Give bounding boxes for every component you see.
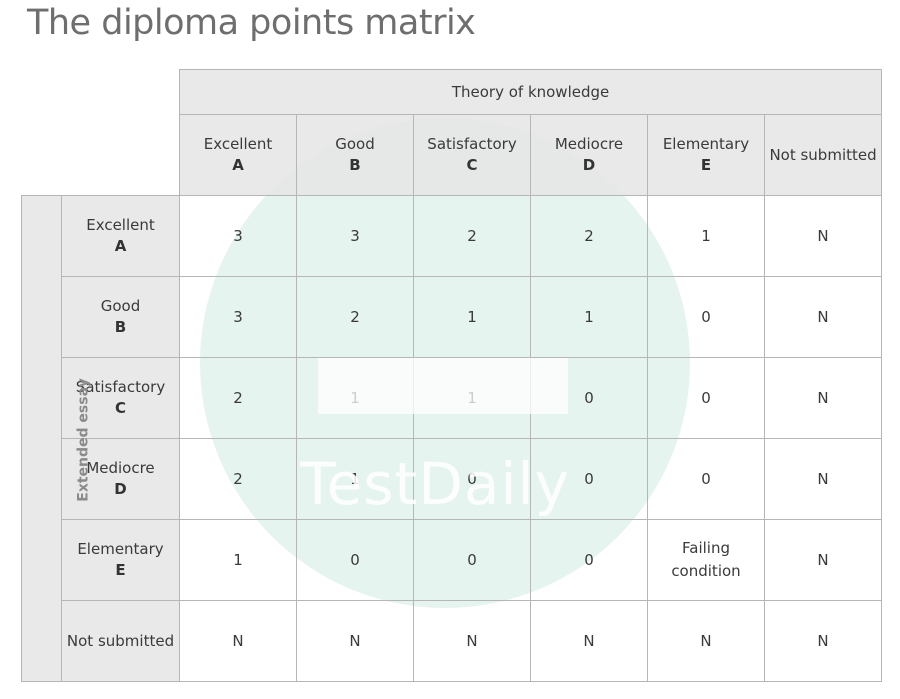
matrix-cell: 0	[530, 357, 648, 439]
col-header-name: Elementary	[662, 135, 750, 153]
ee-side-label: Extended essay	[75, 377, 92, 502]
col-header-name: Not submitted	[769, 145, 877, 164]
col-header-letter: A	[232, 156, 244, 174]
col-header-letter: B	[349, 156, 361, 174]
matrix-cell: N	[763, 600, 883, 682]
matrix-cell: N	[179, 600, 297, 682]
matrix-cell: 0	[647, 438, 765, 520]
col-header-name: Satisfactory	[427, 135, 517, 153]
matrix-cell: N	[763, 276, 883, 358]
matrix-cell: 1	[413, 357, 531, 439]
matrix-cell: 2	[530, 195, 648, 277]
matrix-cell: 2	[179, 438, 297, 520]
ee-side-header: Extended essay	[21, 195, 92, 682]
matrix-cell: N	[647, 600, 765, 682]
matrix-cell: 1	[296, 357, 414, 439]
col-header-2: Good B	[296, 114, 414, 196]
matrix-cell: 0	[296, 519, 414, 601]
col-header-1: Excellent A	[179, 114, 297, 196]
row-header-name: Excellent	[86, 216, 155, 234]
matrix-cell: 1	[179, 519, 297, 601]
matrix-cell: 0	[647, 276, 765, 358]
col-header-letter: C	[466, 156, 478, 174]
row-header-4: Mediocre D	[61, 438, 180, 520]
matrix-cell: 2	[413, 195, 531, 277]
corner-blank-2	[22, 115, 180, 196]
matrix-cell: N	[296, 600, 414, 682]
matrix-cell: 1	[647, 195, 765, 277]
matrix-cell: 3	[296, 195, 414, 277]
points-matrix: Theory of knowledge Excellent A Good B Satis…	[21, 69, 883, 682]
matrix-cell: 0	[647, 357, 765, 439]
col-header-letter: E	[700, 156, 712, 174]
row-header-name: Satisfactory	[75, 378, 166, 396]
row-header-letter: A	[114, 237, 127, 255]
col-header-letter: D	[582, 156, 596, 174]
matrix-cell: N	[413, 600, 531, 682]
col-header-4: Mediocre D	[530, 114, 648, 196]
matrix-cell: 3	[179, 195, 297, 277]
col-header-name: Excellent	[203, 135, 273, 153]
col-header-name: Good	[335, 135, 375, 153]
row-header-name: Mediocre	[86, 459, 155, 477]
corner-blank	[22, 70, 180, 115]
matrix-cell: N	[763, 357, 883, 439]
row-header-name: Elementary	[77, 540, 164, 558]
table-row: Good B 3 2 1 1 0 N	[22, 276, 883, 358]
matrix-cell: 1	[530, 276, 648, 358]
col-header-3: Satisfactory C	[413, 114, 531, 196]
matrix-cell: 3	[179, 276, 297, 358]
row-header-5: Elementary E	[61, 519, 180, 601]
row-header-letter: C	[114, 399, 126, 417]
row-header-1: Excellent A	[61, 195, 180, 277]
row-header-2: Good B	[61, 276, 180, 358]
matrix-cell: 0	[530, 519, 648, 601]
matrix-cell: 0	[413, 519, 531, 601]
tok-header: Theory of knowledge	[178, 69, 883, 115]
col-header-name: Mediocre	[554, 135, 624, 153]
row-header-letter: B	[114, 318, 127, 336]
table-row: Elementary E 1 0 0 0 Failing condition N	[22, 519, 883, 601]
matrix-cell: N	[763, 438, 883, 520]
row-header-letter: E	[115, 561, 126, 579]
row-header-letter: D	[114, 480, 127, 498]
matrix-cell: 2	[179, 357, 297, 439]
matrix-cell: Failing condition	[647, 519, 765, 601]
table-row: Not submitted N N N N N N	[22, 600, 883, 682]
matrix-cell: 1	[413, 276, 531, 358]
row-header-name: Good	[100, 297, 141, 315]
matrix-cell: 0	[530, 438, 648, 520]
row-header-6: Not submitted	[61, 600, 180, 682]
matrix-cell: N	[530, 600, 648, 682]
matrix-cell: N	[763, 519, 883, 601]
matrix-cell: 0	[413, 438, 531, 520]
table-row: Extended essay Excellent A 3 3 2 2 1 N	[21, 195, 883, 682]
matrix-cell: 2	[296, 276, 414, 358]
col-header-6: Not submitted	[763, 114, 883, 196]
table-row: Mediocre D 2 1 0 0 0 N	[22, 438, 883, 520]
col-header-5: Elementary E	[647, 114, 765, 196]
matrix-cell: N	[763, 195, 883, 277]
matrix-cell: 1	[296, 438, 414, 520]
page-title: The diploma points matrix	[27, 3, 476, 43]
table-row: Satisfactory C 2 1 1 0 0 N	[22, 357, 883, 439]
row-header-name: Not submitted	[66, 631, 175, 650]
